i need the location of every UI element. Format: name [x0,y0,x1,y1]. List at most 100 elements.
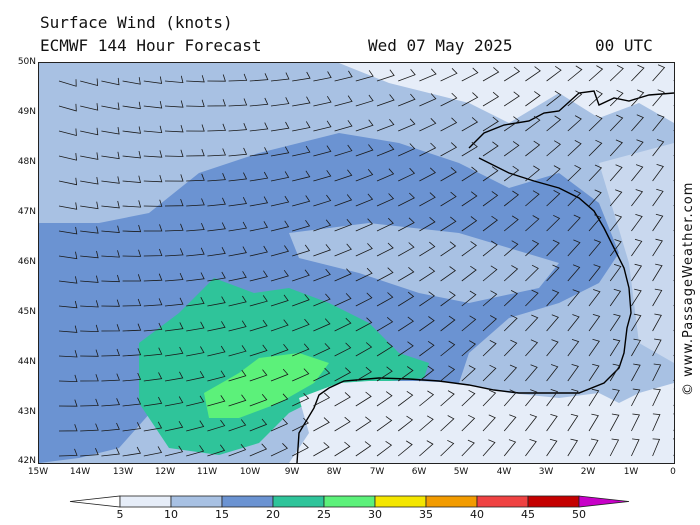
wind-barb [631,313,642,332]
wind-barb [122,77,141,85]
wind-barb [652,213,664,232]
wind-barb [313,71,332,82]
legend-swatch-5 [119,495,172,508]
wind-barb [440,266,456,282]
wind-barb [186,297,205,307]
wind-barb [588,189,602,207]
wind-barb [631,214,643,232]
wind-barb [397,440,413,457]
wind-barb [503,165,520,182]
wind-barb [270,294,289,307]
wind-barb [397,341,414,357]
legend-label-25: 25 [317,508,331,521]
wind-barb [461,340,476,357]
wind-barb [461,389,476,407]
wind-barb [525,165,540,182]
wind-barb [80,201,99,210]
wind-barb [419,68,437,82]
wind-barb [525,389,538,407]
wind-barb [588,438,599,457]
wind-barb [58,103,77,112]
wind-barb [419,241,436,257]
wind-barb [419,365,435,382]
wind-barb [461,265,477,282]
wind-barb [101,77,120,86]
wind-barb [334,70,353,82]
wind-barb [186,124,205,132]
wind-barb [631,388,641,407]
forecast-date: Wed 07 May 2025 [368,36,513,55]
wind-barb [101,200,120,209]
wind-barb [609,288,622,307]
wind-barb [652,438,661,457]
wind-barb [567,438,579,457]
wind-barb [398,217,415,232]
wind-barb [609,214,623,232]
wind-barb [122,175,142,183]
wind-barb [164,445,184,457]
wind-barb [503,91,520,107]
wind-barb [334,342,352,357]
wind-barb [164,346,184,357]
wind-barb [482,364,497,382]
wind-barb [249,97,269,107]
wind-barb [80,250,99,259]
wind-barb [503,215,519,232]
wind-barb [207,148,226,157]
wind-barb [588,239,602,257]
wind-barb [101,274,120,283]
wind-barb [631,438,640,457]
wind-barb [292,195,311,207]
lat-label-48n: 48N [17,157,36,167]
wind-barb [482,414,496,432]
wind-barb [461,241,477,257]
wind-barb [164,371,184,382]
wind-barb [503,141,520,157]
wind-barb [228,444,247,457]
wind-barb [482,389,497,407]
wind-barb [652,164,664,182]
wind-barb [482,191,499,207]
wind-barb [546,65,562,82]
wind-barb [292,121,311,132]
wind-barb [334,416,351,432]
wind-barb [58,350,78,358]
wind-barb [355,441,372,457]
wind-map[interactable] [38,62,675,464]
wind-barb [334,144,353,157]
wind-barb [376,168,395,182]
wind-barb [503,364,518,382]
wind-barb [503,389,517,407]
wind-barb [397,366,414,382]
wind-barb [631,114,644,132]
wind-barb [58,226,78,235]
wind-barb [292,294,310,307]
wind-barb [207,173,226,182]
wind-barb [419,216,436,232]
wind-barb [376,267,394,282]
wind-barb [101,348,120,357]
wind-barb [143,421,163,432]
wind-barb [652,313,662,332]
wind-barb [503,290,518,307]
wind-barb [461,92,479,107]
wind-barb [588,338,600,357]
lat-label-50n: 50N [17,57,36,67]
wind-barb [207,74,226,82]
legend-arrow-high [578,495,630,508]
wind-barb [631,288,642,307]
wind-barb [122,397,142,407]
wind-barb [376,217,394,232]
wind-barb [186,420,205,432]
wind-barb [652,263,663,282]
wind-barb [270,418,289,432]
wind-barb [525,140,541,157]
wind-barb [440,68,458,82]
wind-barb [652,338,662,357]
wind-barb [419,390,435,407]
wind-barb [609,114,624,132]
wind-barb [355,144,374,157]
wind-barb [101,250,120,258]
wind-barb [355,218,373,232]
wind-barb [80,177,99,185]
